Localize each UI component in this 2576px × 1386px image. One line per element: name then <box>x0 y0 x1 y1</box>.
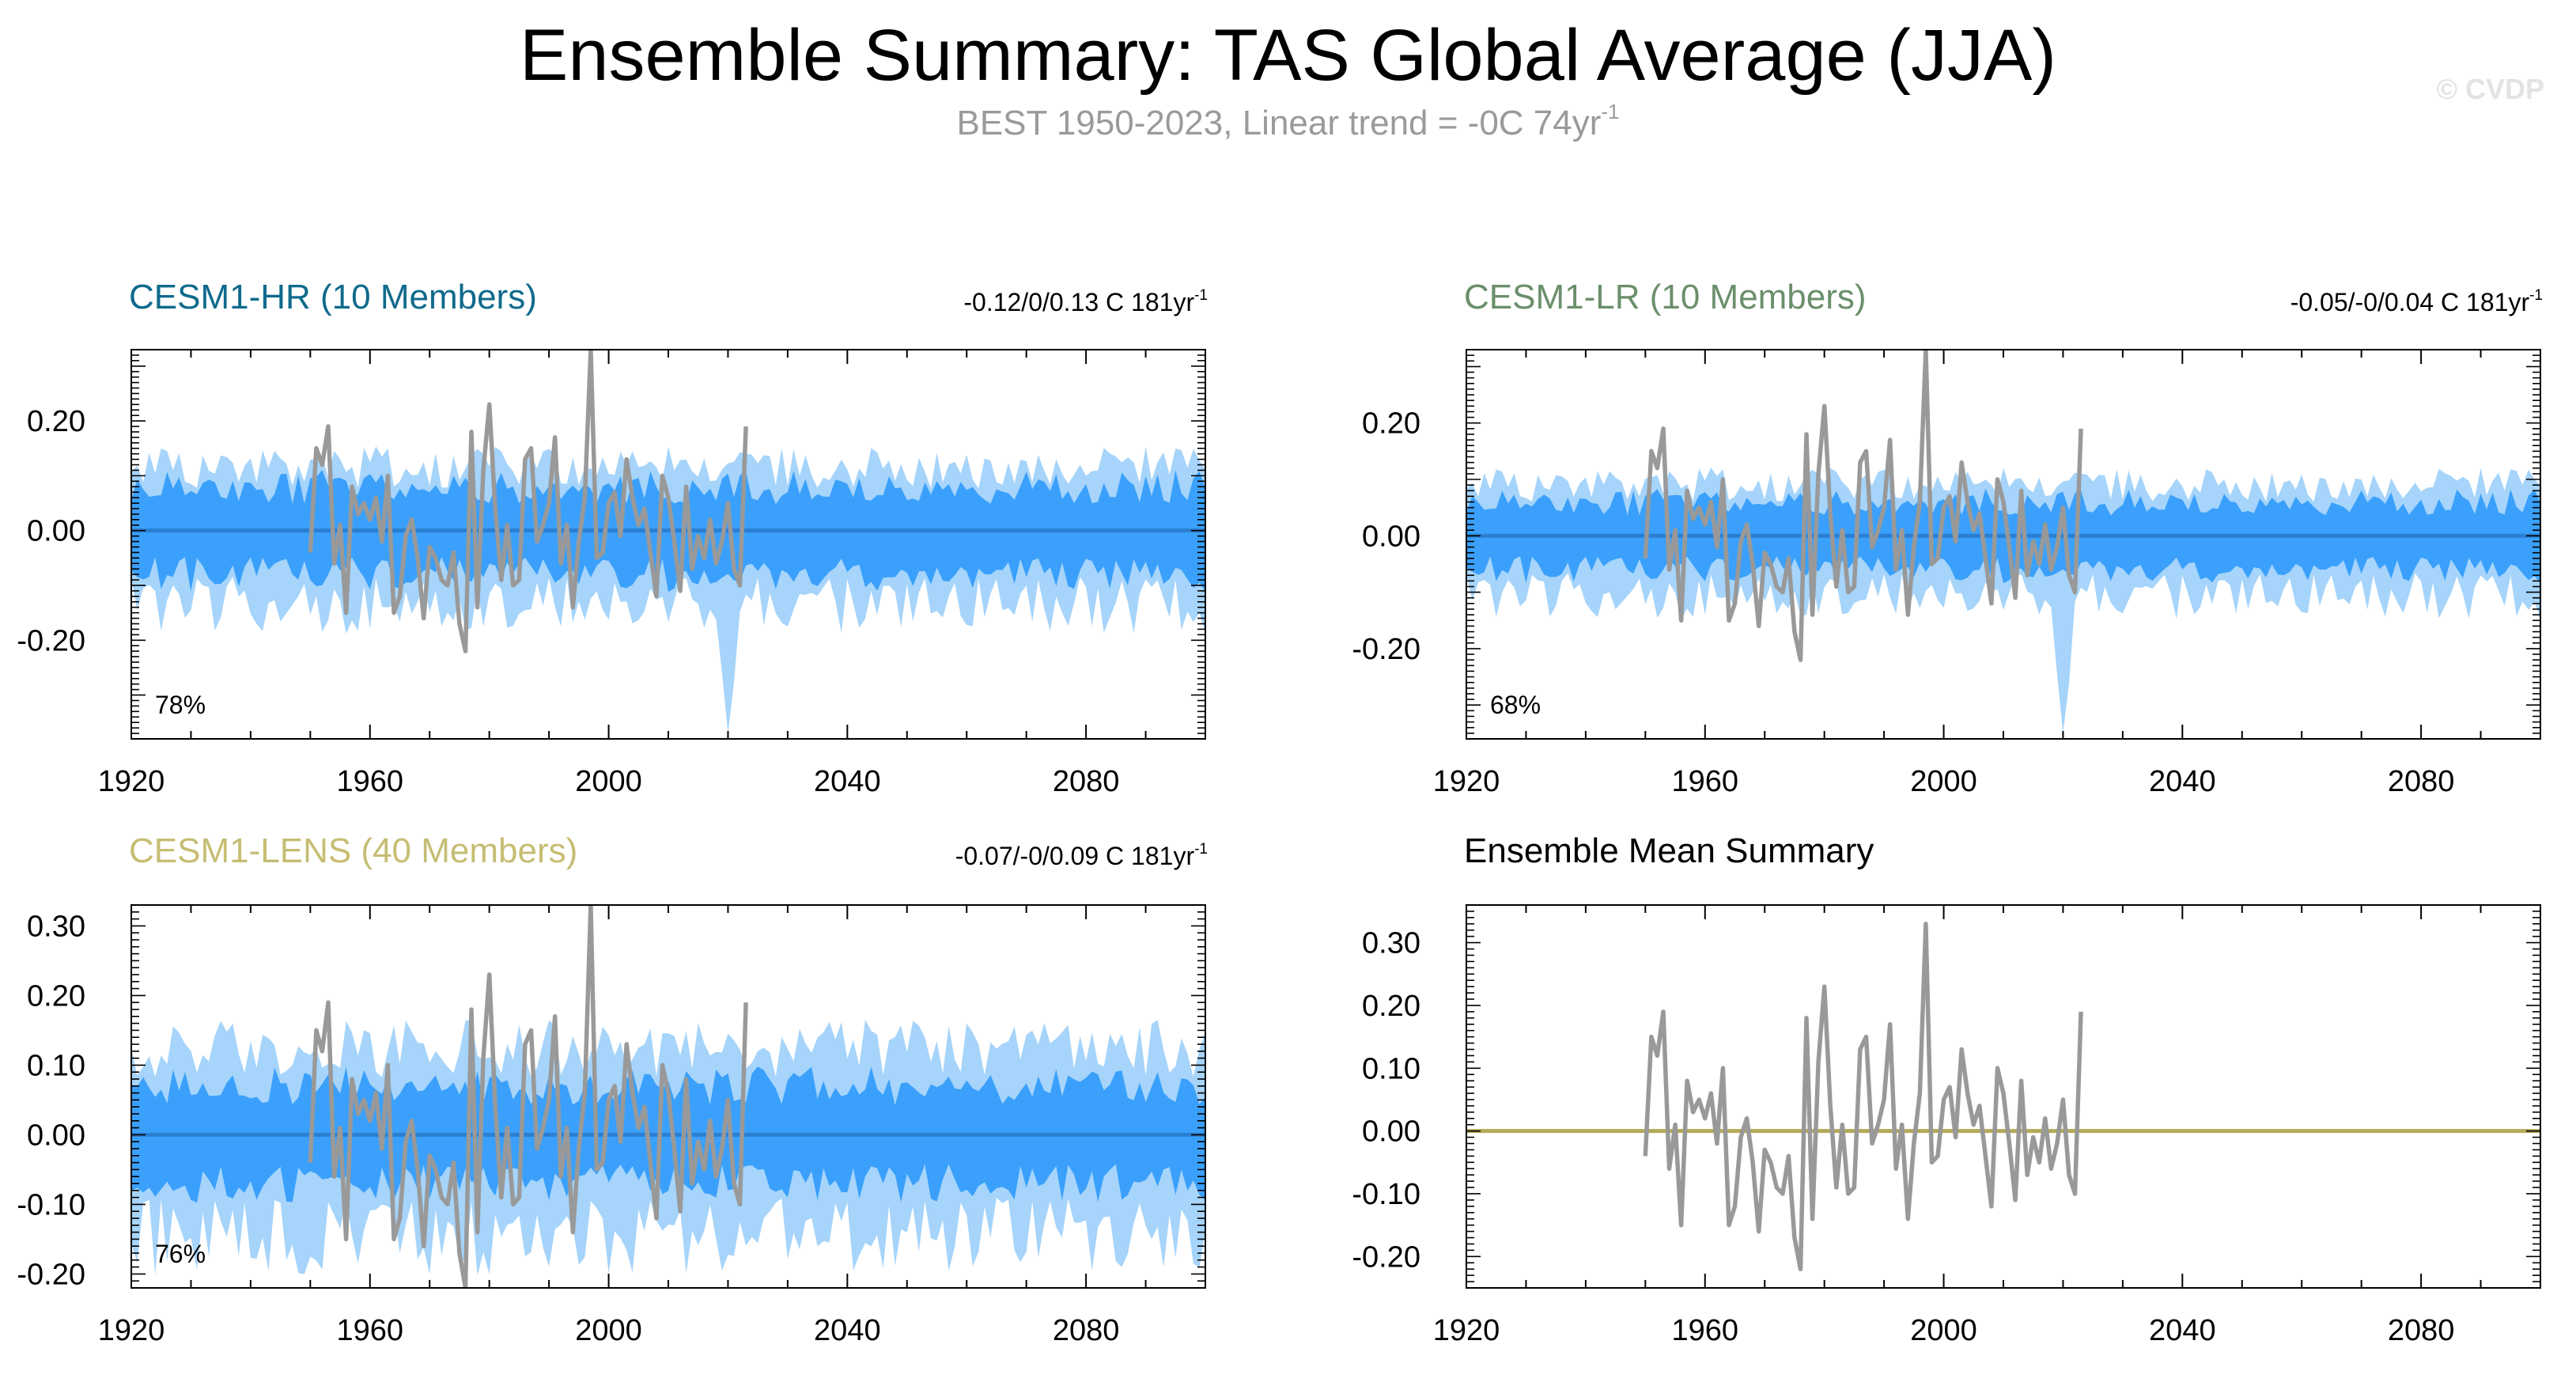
summary-y-tick-label: 0.00 <box>1362 1115 1420 1149</box>
summary-y-tick-label: 0.10 <box>1362 1052 1420 1085</box>
page-subtitle: BEST 1950-2023, Linear trend = -0C 74yr-… <box>0 100 2576 144</box>
hr-plot-area <box>131 350 1205 734</box>
hr-panel-trend: -0.12/0/0.13 C 181yr-1 <box>963 286 1208 318</box>
hr-trend-exponent: -1 <box>1194 287 1208 304</box>
summary-y-tick-label: -0.10 <box>1352 1178 1420 1211</box>
summary-y-tick-label: -0.20 <box>1352 1240 1420 1274</box>
summary-x-tick-label: 2000 <box>1910 1314 1977 1347</box>
lens-x-tick-label: 2000 <box>575 1314 642 1347</box>
lr-y-tick-label: -0.20 <box>1352 633 1420 666</box>
lr-panel: 1920 1960 2000 2040 2080 0.20 0.00 -0.20 68% <box>1352 349 2541 798</box>
lr-x-tick-label: 1960 <box>1672 765 1739 798</box>
hr-panel: 1920 1960 2000 2040 2080 0.20 0.00 -0.20 78% <box>17 349 1206 798</box>
summary-x-tick-label: 2080 <box>2388 1314 2455 1347</box>
lr-x-tick-label: 2000 <box>1910 765 1977 798</box>
summary-plot-area <box>1466 922 2540 1271</box>
lens-observations-line <box>308 905 748 1288</box>
hr-x-tick-label: 2080 <box>1053 765 1120 798</box>
lens-plot-area <box>131 905 1205 1288</box>
lr-observations-line <box>1643 350 2083 662</box>
summary-y-tick-label: 0.30 <box>1362 927 1420 960</box>
lr-x-tick-label: 1920 <box>1433 765 1500 798</box>
lr-percent-label: 68% <box>1490 691 1541 719</box>
lr-panel-title: CESM1-LR (10 Members) <box>1464 278 1867 316</box>
hr-y-tick-label: -0.20 <box>17 624 85 657</box>
hr-y-tick-label: 0.20 <box>27 405 85 438</box>
lr-x-tick-label: 2040 <box>2149 765 2216 798</box>
hr-y-tick-label: 0.00 <box>27 515 85 548</box>
lens-x-tick-label: 2080 <box>1053 1314 1120 1347</box>
summary-x-tick-label: 1960 <box>1672 1314 1739 1347</box>
hr-x-tick-label: 2040 <box>814 765 881 798</box>
hr-panel-title: CESM1-HR (10 Members) <box>129 278 537 316</box>
lens-x-tick-label: 1920 <box>98 1314 165 1347</box>
lr-panel-trend: -0.05/-0/0.04 C 181yr-1 <box>2290 286 2543 318</box>
lens-y-tick-label: -0.20 <box>17 1258 85 1291</box>
hr-x-tick-label: 1920 <box>98 765 165 798</box>
copyright-watermark: © CVDP <box>2436 73 2544 105</box>
hr-trend-text: -0.12/0/0.13 C 181yr <box>963 288 1195 316</box>
lens-y-tick-label: 0.20 <box>27 979 85 1013</box>
hr-x-tick-label: 2000 <box>575 765 642 798</box>
hr-x-tick-label: 1960 <box>337 765 404 798</box>
hr-percent-label: 78% <box>155 691 206 719</box>
hr-observations-line <box>308 350 748 653</box>
subtitle-exponent: -1 <box>1601 100 1620 123</box>
lens-y-tick-label: 0.30 <box>27 910 85 943</box>
lens-trend-exponent: -1 <box>1194 841 1208 858</box>
summary-panel-title: Ensemble Mean Summary <box>1464 831 1874 870</box>
summary-panel: 1920 1960 2000 2040 2080 0.30 0.20 0.10 0.00 -0.1… <box>1352 904 2541 1347</box>
lens-y-tick-label: -0.10 <box>17 1188 85 1221</box>
summary-observations-line <box>1643 922 2083 1271</box>
lens-panel-title: CESM1-LENS (40 Members) <box>129 831 578 870</box>
lr-trend-exponent: -1 <box>2529 287 2543 304</box>
lens-trend-text: -0.07/-0/0.09 C 181yr <box>955 842 1195 870</box>
lens-y-tick-label: 0.10 <box>27 1049 85 1082</box>
lr-y-tick-label: 0.00 <box>1362 520 1420 553</box>
lr-y-tick-label: 0.20 <box>1362 407 1420 441</box>
summary-x-tick-label: 2040 <box>2149 1314 2216 1347</box>
lr-trend-text: -0.05/-0/0.04 C 181yr <box>2290 288 2530 316</box>
lens-x-tick-label: 1960 <box>337 1314 404 1347</box>
lr-x-tick-label: 2080 <box>2388 765 2455 798</box>
lens-y-tick-label: 0.00 <box>27 1119 85 1152</box>
lens-percent-label: 76% <box>155 1240 206 1268</box>
summary-y-tick-label: 0.20 <box>1362 990 1420 1023</box>
page-title: Ensemble Summary: TAS Global Average (JJ… <box>519 15 2056 96</box>
lr-plot-area <box>1466 350 2540 733</box>
summary-x-tick-label: 1920 <box>1433 1314 1500 1347</box>
lens-panel: 1920 1960 2000 2040 2080 0.30 0.20 0.10 0.00 -0.1… <box>17 904 1206 1347</box>
subtitle-text: BEST 1950-2023, Linear trend = -0C 74yr <box>956 104 1602 142</box>
lens-x-tick-label: 2040 <box>814 1314 881 1347</box>
lens-panel-trend: -0.07/-0/0.09 C 181yr-1 <box>955 840 1208 872</box>
